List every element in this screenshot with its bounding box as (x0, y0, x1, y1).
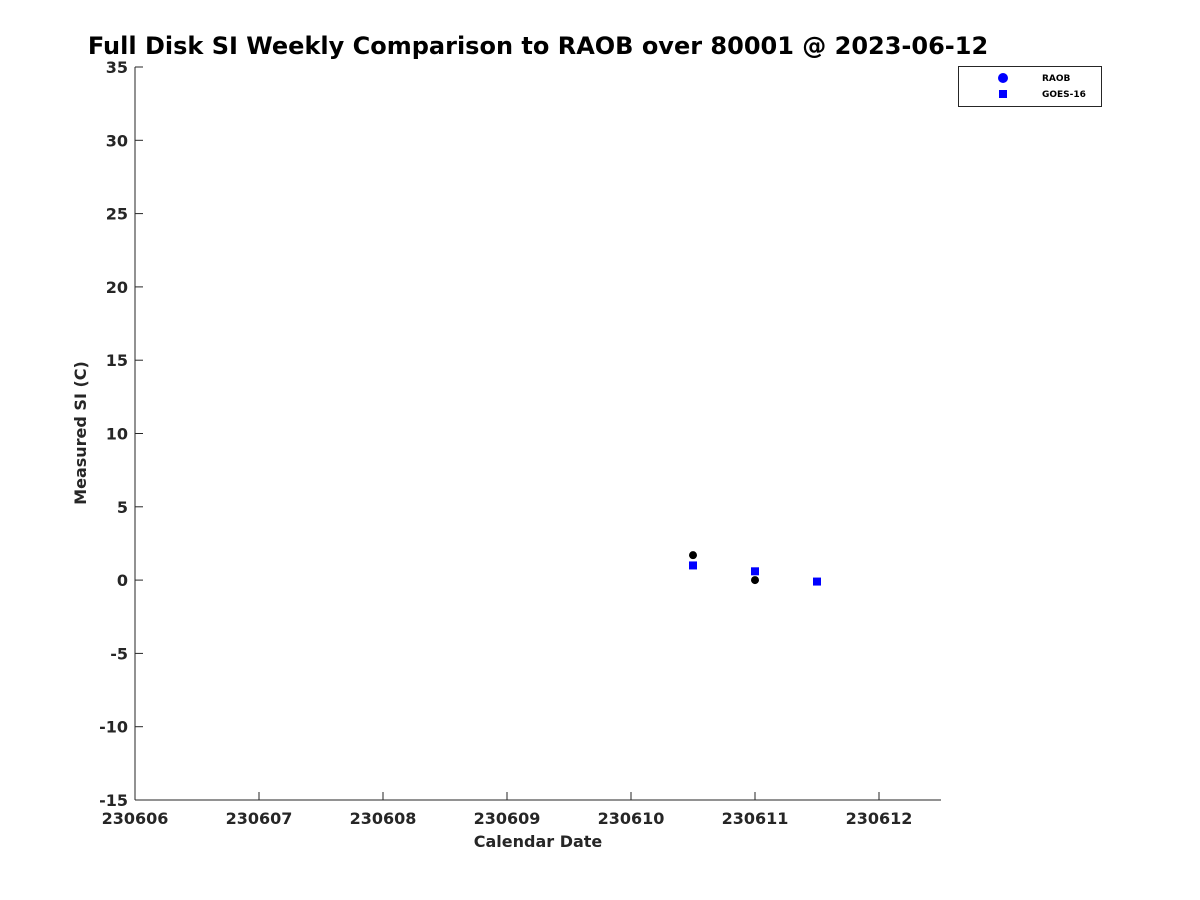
y-tick-label: 0 (117, 571, 128, 590)
y-tick-label: -5 (110, 644, 128, 663)
legend: RAOB GOES-16 (958, 66, 1102, 107)
y-tick-label: 25 (106, 205, 128, 224)
goes16-point (751, 567, 759, 576)
y-tick-label: 5 (117, 498, 128, 517)
legend-raob-marker (998, 73, 1008, 83)
plot-axes (134, 67, 941, 801)
goes16-point (813, 577, 821, 586)
y-axis-label: Measured SI (C) (71, 361, 90, 505)
x-tick-label: 230609 (474, 809, 541, 828)
legend-entry-label: GOES-16 (1042, 90, 1086, 100)
legend-goes16-marker (999, 90, 1007, 98)
chart-title: Full Disk SI Weekly Comparison to RAOB o… (88, 32, 988, 60)
goes16-point (689, 561, 697, 570)
x-tick-label: 230611 (722, 809, 789, 828)
x-tick-label: 230608 (350, 809, 417, 828)
y-tick-label: 30 (106, 131, 128, 150)
y-tick-label: -15 (99, 791, 128, 810)
y-tick-label: 15 (106, 351, 128, 370)
y-axis-ticks: -15 -10 -5 0 5 10 15 20 25 30 35 (99, 58, 143, 810)
y-tick-label: 35 (106, 58, 128, 77)
x-axis-ticks: 230606 230607 230608 230609 230610 230611 2306… (102, 792, 913, 828)
raob-point (751, 576, 759, 585)
x-tick-label: 230612 (846, 809, 913, 828)
raob-point (689, 551, 697, 560)
data-points (689, 551, 821, 586)
x-tick-label: 230607 (226, 809, 293, 828)
legend-box (958, 66, 1102, 107)
x-tick-label: 230610 (598, 809, 665, 828)
x-axis-label: Calendar Date (474, 832, 603, 851)
y-tick-label: 20 (106, 278, 128, 297)
x-tick-label: 230606 (102, 809, 169, 828)
legend-entry-label: RAOB (1042, 74, 1071, 84)
y-tick-label: -10 (99, 718, 128, 737)
y-tick-label: 10 (106, 425, 128, 444)
